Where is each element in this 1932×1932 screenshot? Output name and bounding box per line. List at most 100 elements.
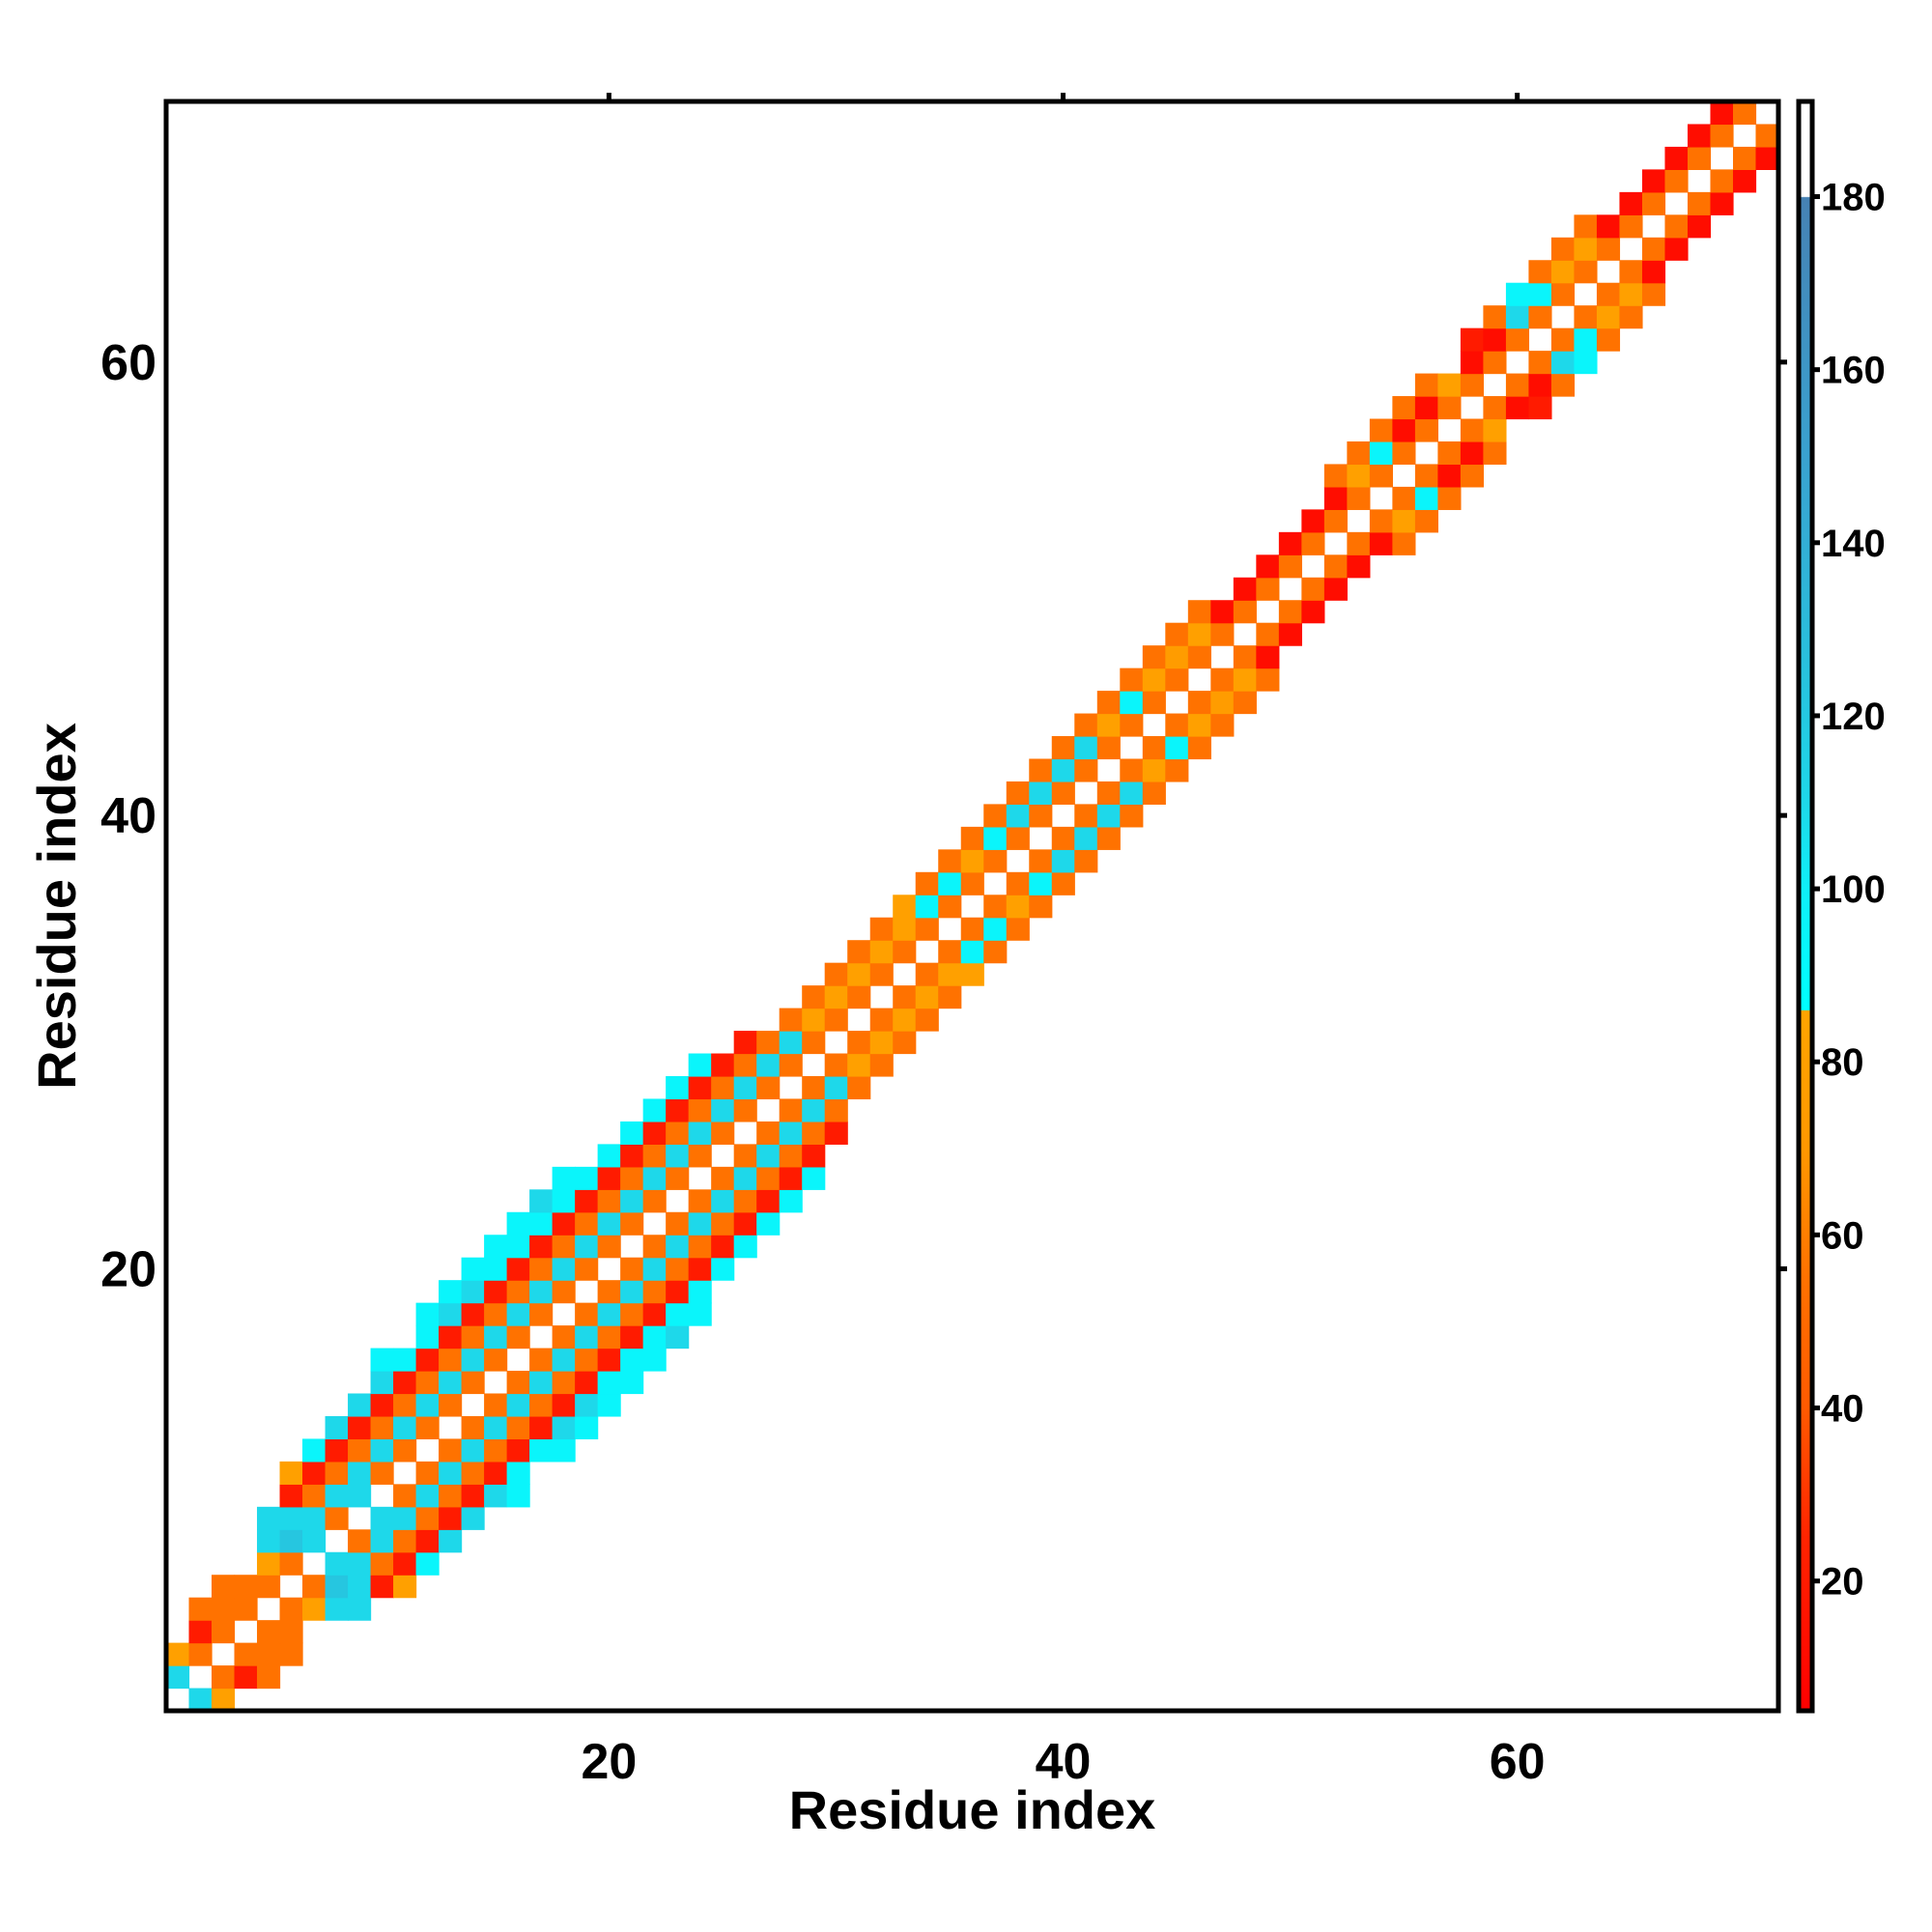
heatmap-cell xyxy=(188,1642,213,1666)
heatmap-cell xyxy=(1687,124,1712,148)
heatmap-cell xyxy=(393,1575,417,1599)
heatmap-cell xyxy=(1460,327,1485,352)
heatmap-cell xyxy=(1550,327,1576,352)
heatmap-cell xyxy=(711,1121,735,1145)
heatmap-cell xyxy=(802,1075,826,1100)
heatmap-cell xyxy=(893,1008,917,1032)
y-tick-label: 40 xyxy=(100,788,156,844)
heatmap-cell xyxy=(415,1461,440,1485)
heatmap-cell xyxy=(325,1438,349,1463)
heatmap-cell xyxy=(1596,214,1621,239)
heatmap-cell xyxy=(666,1325,690,1350)
heatmap-cell xyxy=(279,1484,303,1508)
heatmap-cell xyxy=(1574,237,1598,261)
heatmap-cell xyxy=(1460,373,1485,397)
heatmap-cell xyxy=(575,1166,599,1190)
heatmap-cell xyxy=(1664,146,1689,170)
heatmap-cell xyxy=(552,1211,576,1236)
heatmap-cell xyxy=(733,1144,757,1168)
heatmap-cell xyxy=(415,1551,440,1576)
heatmap-cell xyxy=(688,1257,712,1281)
heatmap-cell xyxy=(552,1325,576,1350)
heatmap-cell xyxy=(733,1031,757,1055)
heatmap-cell xyxy=(1437,464,1462,488)
heatmap-cell xyxy=(756,1211,781,1236)
heatmap-cell xyxy=(1323,486,1348,510)
heatmap-cell xyxy=(620,1371,644,1395)
heatmap-cell xyxy=(302,1438,327,1463)
heatmap-cell xyxy=(370,1506,394,1530)
heatmap-cell xyxy=(1096,826,1121,850)
heatmap-cell xyxy=(234,1642,258,1666)
heatmap-cell xyxy=(1006,781,1030,805)
heatmap-cell xyxy=(620,1166,644,1190)
heatmap-cell xyxy=(439,1280,463,1304)
heatmap-cell xyxy=(1165,758,1189,782)
heatmap-cell xyxy=(575,1235,599,1259)
heatmap-cell xyxy=(1301,509,1325,533)
heatmap-cell xyxy=(1165,668,1189,692)
heatmap-cell xyxy=(711,1075,735,1100)
heatmap-cell xyxy=(370,1393,394,1417)
heatmap-cell xyxy=(733,1189,757,1213)
heatmap-cell xyxy=(1550,373,1576,397)
heatmap-cell xyxy=(642,1235,667,1259)
heatmap-cell xyxy=(711,1166,735,1190)
heatmap-cell xyxy=(802,1121,826,1145)
heatmap-cell xyxy=(1006,804,1030,828)
heatmap-cell xyxy=(1256,554,1280,579)
heatmap-cell xyxy=(915,962,939,986)
heatmap-cell xyxy=(529,1189,554,1213)
heatmap-cell xyxy=(575,1189,599,1213)
heatmap-cell xyxy=(1029,804,1053,828)
heatmap-cell xyxy=(461,1371,485,1395)
heatmap-cell xyxy=(666,1235,690,1259)
heatmap-cell xyxy=(869,962,894,986)
heatmap-cell xyxy=(1687,191,1712,215)
heatmap-cell xyxy=(439,1325,463,1350)
heatmap-cell xyxy=(484,1302,508,1326)
heatmap-cell xyxy=(506,1235,530,1259)
heatmap-cell xyxy=(529,1302,554,1326)
heatmap-cell xyxy=(552,1371,576,1395)
heatmap-cell xyxy=(506,1325,530,1350)
heatmap-cell xyxy=(620,1280,644,1304)
heatmap-cell xyxy=(869,1008,894,1032)
heatmap-cell xyxy=(869,940,894,964)
heatmap-cell xyxy=(824,1053,848,1077)
heatmap-cell xyxy=(1347,440,1371,466)
heatmap-cell xyxy=(370,1575,394,1599)
heatmap-cell xyxy=(938,871,962,895)
heatmap-cell xyxy=(439,1438,463,1463)
heatmap-cell xyxy=(711,1098,735,1122)
heatmap-cell xyxy=(325,1551,349,1576)
heatmap-cell xyxy=(733,1075,757,1100)
heatmap-cell xyxy=(1165,645,1189,669)
heatmap-cell xyxy=(1165,736,1189,760)
heatmap-cell xyxy=(552,1415,576,1440)
heatmap-cell xyxy=(597,1348,621,1372)
heatmap-cell xyxy=(915,871,939,895)
heatmap-cell xyxy=(1483,305,1507,329)
heatmap-cell xyxy=(552,1235,576,1259)
heatmap-cell xyxy=(1574,351,1598,375)
heatmap-cell xyxy=(1187,600,1211,624)
heatmap-cell xyxy=(1074,849,1098,873)
heatmap-cell xyxy=(1732,101,1757,126)
heatmap-cell xyxy=(370,1461,394,1485)
heatmap-cell xyxy=(779,1098,803,1122)
heatmap-cell xyxy=(688,1098,712,1122)
heatmap-cell xyxy=(620,1257,644,1281)
heatmap-cell xyxy=(506,1280,530,1304)
heatmap-cell xyxy=(642,1302,667,1326)
heatmap-cell xyxy=(529,1235,554,1259)
heatmap-cell xyxy=(529,1371,554,1395)
heatmap-cell xyxy=(348,1438,372,1463)
heatmap-cell xyxy=(733,1053,757,1077)
colorbar-tick-label: 120 xyxy=(1821,696,1886,738)
heatmap-cell xyxy=(666,1302,690,1326)
heatmap-cell xyxy=(484,1438,508,1463)
heatmap-cell xyxy=(824,1121,848,1145)
heatmap-cell xyxy=(1323,509,1348,533)
heatmap-cell xyxy=(1414,373,1438,397)
